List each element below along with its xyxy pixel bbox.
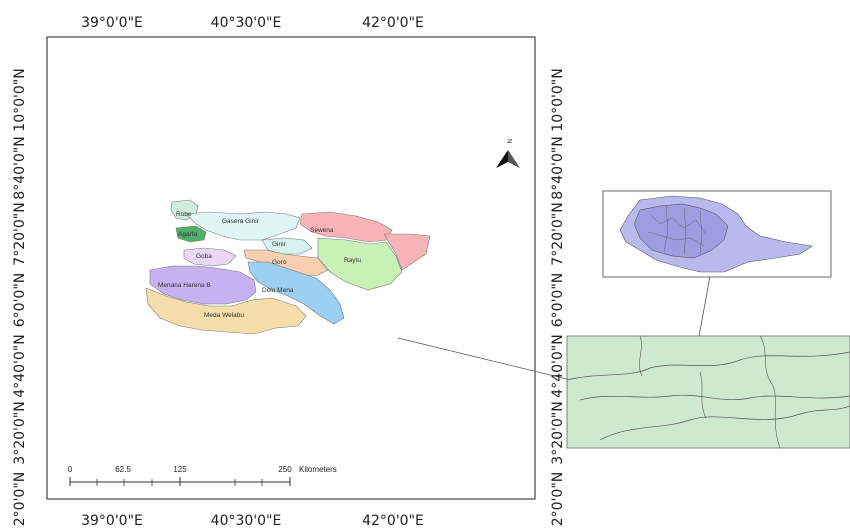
top-axis-label-2: 40°30'0"E bbox=[211, 15, 282, 31]
left-axis-label-2: 8°40'0"N bbox=[12, 136, 28, 199]
left-axis-label-6: 3°20'0"N bbox=[12, 401, 28, 464]
district-label-dolo-mena: Dolo Mena bbox=[262, 287, 294, 294]
scale-tick-3: 250 bbox=[278, 465, 292, 474]
bottom-axis-label-1: 39°0'0"E bbox=[81, 513, 143, 529]
left-axis-label-3: 7°20'0"N bbox=[12, 202, 28, 265]
district-agarfa bbox=[175, 225, 207, 243]
right-axis-label-3: 7°20'0"N bbox=[550, 202, 566, 265]
district-meda-welabu bbox=[145, 287, 307, 335]
district-goro bbox=[243, 249, 329, 277]
district-label-goro: Goro bbox=[272, 259, 287, 266]
left-axis-label-4: 6°0'0"N bbox=[12, 273, 28, 327]
north-label: N bbox=[507, 138, 514, 143]
top-axis-label-1: 39°0'0"E bbox=[81, 15, 143, 31]
district-gasera-ginir bbox=[185, 211, 301, 241]
north-arrow-icon: N bbox=[496, 138, 520, 168]
scale-tick-1: 62.5 bbox=[115, 465, 131, 474]
scale-unit: Kilometers bbox=[299, 465, 337, 474]
right-axis-label-4: 6°0'0"N bbox=[550, 273, 566, 327]
left-axis-label-1: 10°0'0"N bbox=[12, 68, 28, 131]
district-label-raytu: Raytu bbox=[344, 257, 361, 264]
regional-inset bbox=[566, 335, 850, 449]
left-axis-label-7: 2°0'0"N bbox=[12, 472, 28, 526]
scale-tick-2: 125 bbox=[173, 465, 187, 474]
scale-tick-0: 0 bbox=[68, 465, 73, 474]
right-axis-label-7: 2°0'0"N bbox=[550, 472, 566, 526]
bottom-axis-label-2: 40°30'0"E bbox=[211, 513, 282, 529]
district-goba bbox=[183, 247, 237, 267]
district-menana-harena bbox=[149, 265, 257, 305]
district-label-menana-harena: Menana Harena B bbox=[158, 282, 211, 289]
ethiopia-inset bbox=[602, 190, 832, 278]
district-label-goba: Goba bbox=[196, 253, 212, 260]
bottom-axis-label-3: 42°0'0"E bbox=[362, 513, 424, 529]
right-axis-label-5: 4°40'0"N bbox=[550, 334, 566, 397]
district-gura-damole bbox=[247, 261, 345, 325]
district-label-agarfa: Agarfa bbox=[178, 231, 198, 238]
district-east bbox=[383, 233, 431, 271]
district-map bbox=[145, 199, 431, 335]
top-axis-label-3: 42°0'0"E bbox=[362, 15, 424, 31]
district-label-sewena: Sewena bbox=[310, 227, 334, 234]
right-axis-label-2: 8°40'0"N bbox=[550, 136, 566, 199]
district-label-ginir: Ginir bbox=[272, 241, 287, 248]
district-label-robe: Robe bbox=[176, 211, 192, 218]
district-sewena bbox=[299, 211, 393, 243]
scale-bar: 0 62.5 125 250 Kilometers bbox=[68, 465, 337, 486]
right-axis-label-1: 10°0'0"N bbox=[550, 68, 566, 131]
left-axis-label-5: 4°40'0"N bbox=[12, 334, 28, 397]
district-label-gasera-ginir: Gasera Ginir bbox=[222, 218, 260, 225]
right-axis-label-6: 3°20'0"N bbox=[550, 401, 566, 464]
district-label-meda-welabu: Meda Welabu bbox=[204, 312, 244, 319]
